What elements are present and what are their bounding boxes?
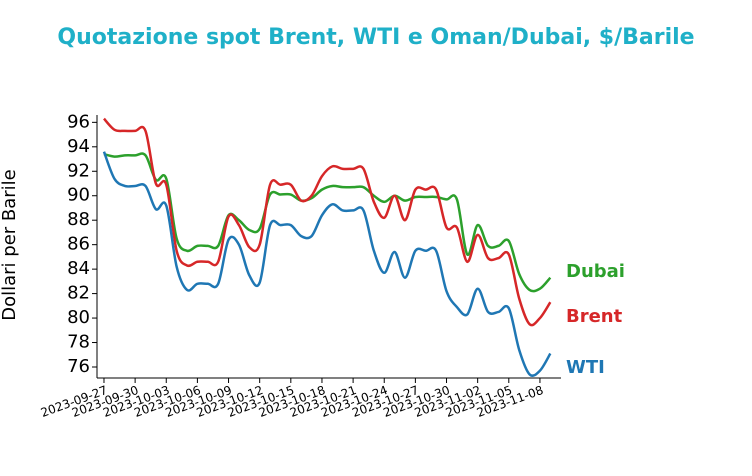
y-tick-label: 80 (67, 307, 90, 328)
chart-title: Quotazione spot Brent, WTI e Oman/Dubai,… (57, 25, 694, 50)
y-tick-label: 76 (67, 356, 90, 377)
y-tick-label: 96 (67, 111, 90, 132)
y-tick-label: 82 (67, 283, 90, 304)
y-tick-label: 86 (67, 234, 90, 255)
series-line (103, 117, 552, 327)
y-tick-label: 88 (67, 209, 90, 230)
series-line (102, 151, 552, 377)
series-label: WTI (566, 357, 605, 378)
y-tick-label: 84 (67, 258, 90, 279)
y-tick-label: 94 (67, 136, 90, 157)
series-label: Dubai (566, 261, 625, 282)
y-tick-label: 90 (67, 185, 90, 206)
series-label: Brent (566, 306, 623, 327)
y-tick-label: 78 (67, 332, 90, 353)
series-line (103, 152, 552, 293)
y-tick-label: 92 (67, 160, 90, 181)
y-axis-label: Dollari per Barile (0, 169, 20, 321)
